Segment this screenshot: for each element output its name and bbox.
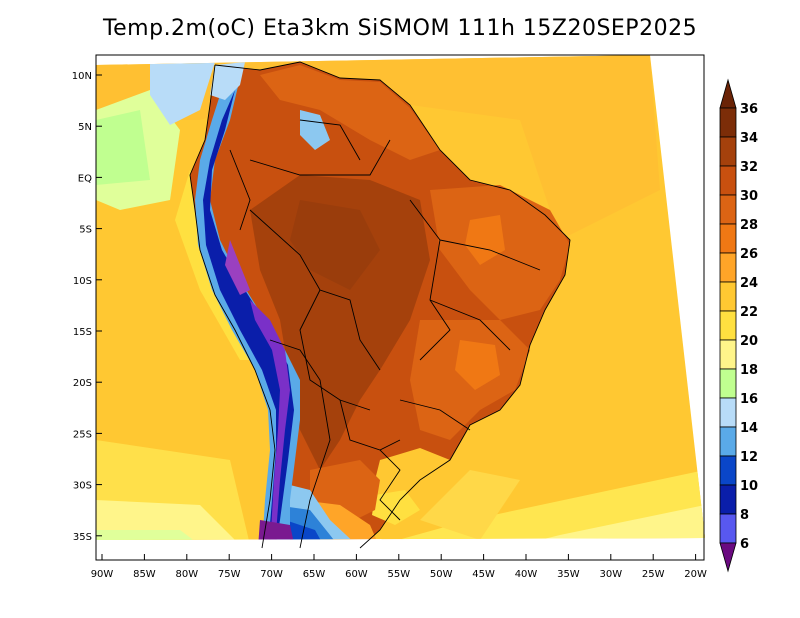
colorbar-bottom-arrow bbox=[719, 542, 737, 573]
panama-sea-cool bbox=[150, 60, 215, 125]
guiana-highlands bbox=[300, 110, 330, 150]
colorbar-segment bbox=[719, 484, 737, 515]
guiana-coast bbox=[260, 65, 440, 160]
minas-patch bbox=[455, 340, 500, 390]
colorbar-label: 26 bbox=[740, 247, 758, 262]
pacific-green-patch bbox=[96, 110, 150, 185]
country-borders bbox=[189, 61, 571, 549]
colorbar-segment bbox=[719, 368, 737, 399]
colorbar-label: 34 bbox=[740, 131, 758, 146]
lon-label: 70W bbox=[260, 569, 283, 580]
colorbar-label: 16 bbox=[740, 392, 758, 407]
temperature-field bbox=[96, 55, 705, 540]
colorbar-label: 24 bbox=[740, 276, 758, 291]
andes-peru-cold bbox=[225, 240, 250, 295]
colorbar-label: 8 bbox=[740, 508, 749, 523]
colorbar-label: 12 bbox=[740, 450, 758, 465]
south-atlantic-cool-band bbox=[520, 505, 705, 540]
border-bolivia bbox=[299, 289, 371, 411]
colorbar-top-arrow bbox=[719, 78, 737, 109]
border-brazil-north bbox=[249, 139, 391, 176]
lon-label: 45W bbox=[472, 569, 495, 580]
colorbar-segment bbox=[719, 455, 737, 486]
border-uruguay bbox=[379, 449, 401, 521]
border-guianas bbox=[299, 119, 361, 161]
colorbar-segment bbox=[719, 194, 737, 225]
lat-label: 5N bbox=[78, 122, 92, 133]
lon-label: 50W bbox=[430, 569, 453, 580]
colorbar-label: 36 bbox=[740, 102, 758, 117]
colombia-fringe bbox=[210, 62, 245, 100]
border-states-4 bbox=[399, 399, 471, 431]
lon-label: 65W bbox=[303, 569, 326, 580]
lat-label: 35S bbox=[73, 532, 92, 543]
colorbar-segment bbox=[719, 107, 737, 138]
colorbar-segment bbox=[719, 513, 737, 544]
colorbar-segment bbox=[719, 426, 737, 457]
andes-high bbox=[203, 90, 294, 540]
colorbar-segment bbox=[719, 397, 737, 428]
uruguay-coast-water bbox=[420, 470, 520, 540]
border-paraguay bbox=[339, 399, 401, 451]
lon-label: 40W bbox=[515, 569, 538, 580]
lat-label: 10S bbox=[73, 276, 92, 287]
map-title: Temp.2m(oC) Eta3km SiSMOM 111h 15Z20SEP2… bbox=[102, 16, 698, 41]
andes-south-coldest bbox=[258, 520, 295, 540]
lat-label: 10N bbox=[72, 71, 92, 82]
colorbar-segment bbox=[719, 223, 737, 254]
colorbar-segment bbox=[719, 281, 737, 312]
colorbar: 36 34 32 30 28 26 24 22 20 18 16 14 12 10 8 6 bbox=[719, 78, 758, 573]
lat-label: 5S bbox=[79, 225, 92, 236]
colorbar-label: 18 bbox=[740, 363, 758, 378]
plot-frame bbox=[95, 54, 705, 561]
colorbar-segment bbox=[719, 136, 737, 167]
lat-label: 30S bbox=[73, 481, 92, 492]
lon-label: 90W bbox=[91, 569, 114, 580]
andes-altiplano bbox=[250, 300, 290, 540]
ne-interior-patch bbox=[465, 215, 505, 265]
latitude-axis: 10N 5N EQ 5S 10S 15S 20S 25S 30S 35S bbox=[72, 71, 102, 543]
longitude-axis: 90W 85W 80W 75W 70W 65W 60W 55W 50W 45W 40W 35W 30W 2… bbox=[91, 554, 707, 580]
lon-label: 25W bbox=[642, 569, 665, 580]
lat-label: EQ bbox=[78, 173, 92, 184]
amazon-core bbox=[290, 200, 380, 290]
lon-label: 30W bbox=[599, 569, 622, 580]
lon-label: 85W bbox=[133, 569, 156, 580]
lat-label: 25S bbox=[73, 429, 92, 440]
border-brazil-west bbox=[249, 209, 381, 371]
colorbar-label: 30 bbox=[740, 189, 758, 204]
lon-label: 75W bbox=[218, 569, 241, 580]
lon-label: 80W bbox=[175, 569, 198, 580]
colorbar-label: 28 bbox=[740, 218, 758, 233]
border-states-2 bbox=[439, 239, 541, 271]
south-pacific-coolest-band bbox=[96, 530, 200, 540]
lon-label: 35W bbox=[557, 569, 580, 580]
colorbar-label: 14 bbox=[740, 421, 758, 436]
border-argentina-chile bbox=[269, 339, 331, 549]
lon-label: 20W bbox=[684, 569, 707, 580]
colorbar-segment bbox=[719, 165, 737, 196]
uruguay bbox=[372, 490, 420, 525]
lon-label: 60W bbox=[345, 569, 368, 580]
lat-label: 20S bbox=[73, 378, 92, 389]
colorbar-segment bbox=[719, 310, 737, 341]
colorbar-label: 20 bbox=[740, 334, 758, 349]
colorbar-segment bbox=[719, 252, 737, 283]
colorbar-label: 10 bbox=[740, 479, 758, 494]
colorbar-label: 6 bbox=[740, 537, 749, 552]
atlantic-coastline bbox=[214, 61, 571, 549]
colorbar-label: 32 bbox=[740, 160, 758, 175]
border-states-3 bbox=[429, 299, 511, 351]
lon-label: 55W bbox=[387, 569, 410, 580]
pacific-coastline bbox=[189, 64, 276, 549]
colorbar-label: 22 bbox=[740, 305, 758, 320]
colorbar-segment bbox=[719, 339, 737, 370]
border-ecuador-peru bbox=[229, 149, 251, 231]
lat-label: 15S bbox=[73, 327, 92, 338]
